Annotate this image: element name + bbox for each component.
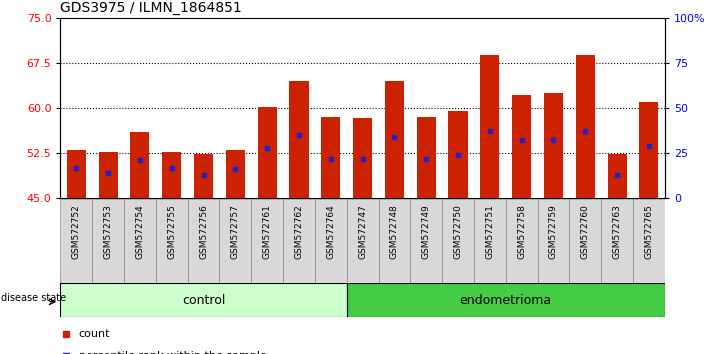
Bar [347, 198, 378, 283]
Text: GSM572754: GSM572754 [136, 204, 144, 259]
Bar [506, 198, 538, 283]
Text: GSM572764: GSM572764 [326, 204, 336, 259]
Text: disease state: disease state [1, 293, 66, 303]
Bar [188, 198, 220, 283]
Bar [124, 198, 156, 283]
Bar [417, 117, 436, 198]
Text: GSM572751: GSM572751 [486, 204, 494, 259]
Bar [220, 198, 251, 283]
Text: GSM572748: GSM572748 [390, 204, 399, 259]
Bar [67, 150, 86, 198]
Bar [257, 107, 277, 198]
Bar [92, 198, 124, 283]
Bar [442, 198, 474, 283]
Bar [130, 132, 149, 198]
Bar [607, 154, 626, 198]
Bar [602, 198, 633, 283]
Bar [474, 198, 506, 283]
Bar [283, 198, 315, 283]
Text: GSM572749: GSM572749 [422, 204, 431, 259]
Bar [194, 154, 213, 198]
Bar [633, 198, 665, 283]
Text: GSM572760: GSM572760 [581, 204, 589, 259]
Text: control: control [182, 293, 225, 307]
Text: GSM572755: GSM572755 [167, 204, 176, 259]
Bar [321, 117, 341, 198]
Bar [410, 198, 442, 283]
Bar [544, 93, 563, 198]
Text: GSM572763: GSM572763 [613, 204, 621, 259]
Text: percentile rank within the sample: percentile rank within the sample [79, 351, 267, 354]
Text: endometrioma: endometrioma [460, 293, 552, 307]
Text: GSM572753: GSM572753 [104, 204, 112, 259]
Bar [639, 102, 658, 198]
Text: GSM572750: GSM572750 [454, 204, 463, 259]
Bar [251, 198, 283, 283]
Bar [315, 198, 347, 283]
Text: GSM572752: GSM572752 [72, 204, 81, 259]
Text: GDS3975 / ILMN_1864851: GDS3975 / ILMN_1864851 [60, 1, 242, 15]
Text: GSM572756: GSM572756 [199, 204, 208, 259]
Bar [385, 81, 404, 198]
Bar [538, 198, 570, 283]
Text: GSM572747: GSM572747 [358, 204, 367, 259]
Bar [226, 150, 245, 198]
Bar [378, 198, 410, 283]
Text: GSM572761: GSM572761 [262, 204, 272, 259]
Bar [481, 55, 499, 198]
Bar [99, 152, 118, 198]
Text: GSM572758: GSM572758 [517, 204, 526, 259]
Text: GSM572757: GSM572757 [231, 204, 240, 259]
Bar [60, 283, 347, 317]
Bar [353, 118, 372, 198]
Bar [289, 81, 309, 198]
Bar [60, 198, 92, 283]
Text: GSM572762: GSM572762 [294, 204, 304, 259]
Bar [570, 198, 602, 283]
Bar [156, 198, 188, 283]
Bar [576, 55, 595, 198]
Bar [162, 152, 181, 198]
Text: GSM572765: GSM572765 [644, 204, 653, 259]
Text: GSM572759: GSM572759 [549, 204, 558, 259]
Bar [347, 283, 665, 317]
Bar [512, 95, 531, 198]
Bar [449, 111, 468, 198]
Text: count: count [79, 329, 110, 339]
